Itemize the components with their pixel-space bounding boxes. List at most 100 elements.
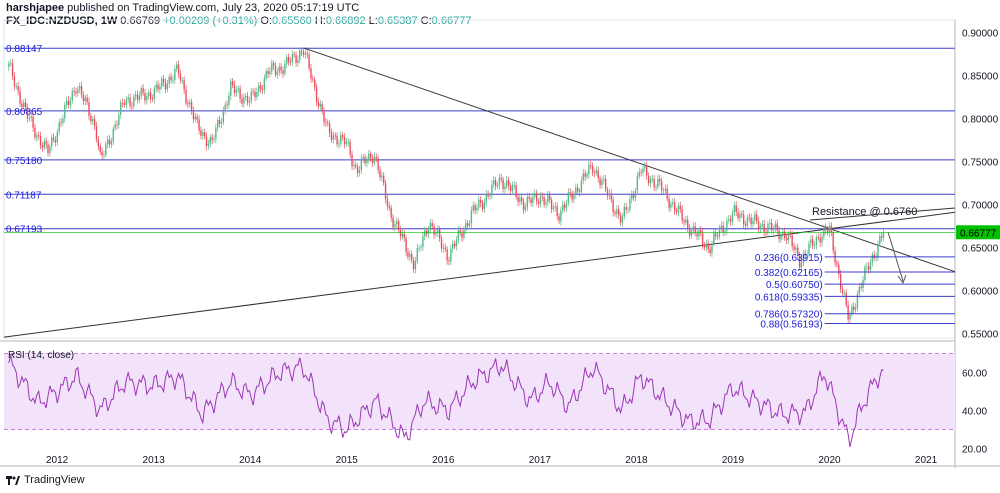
candle-body	[769, 223, 771, 225]
candle-body	[136, 94, 139, 100]
candle-body	[97, 139, 100, 147]
candle-body	[138, 95, 141, 100]
price-chart[interactable]: 0.88147 0.80865 0.75180 0.71187 0.67193 0.236…	[0, 0, 1000, 470]
candle-body	[845, 292, 847, 305]
candle-body	[468, 223, 471, 226]
candle-body	[716, 235, 719, 237]
fib-label: 0.382(0.62165)	[755, 268, 823, 279]
candle-body	[237, 88, 239, 91]
candle-body	[595, 170, 598, 174]
candle-body	[438, 229, 441, 239]
candle-body	[813, 245, 816, 247]
candle-body	[362, 157, 364, 159]
candle-body	[696, 233, 698, 237]
candle-body	[103, 154, 105, 156]
price-tick-label: 0.55000	[962, 330, 999, 341]
candle-body	[800, 262, 803, 268]
candle-body	[659, 178, 661, 182]
price-tick-label: 0.90000	[962, 28, 999, 39]
candle-body	[603, 178, 605, 181]
candle-body	[325, 122, 327, 124]
candle-body	[252, 91, 254, 93]
tradingview-brand[interactable]: TradingView	[24, 474, 85, 486]
candle-body	[601, 180, 603, 186]
candle-body	[418, 247, 420, 249]
candle-body	[379, 170, 381, 178]
candle-body	[733, 205, 736, 213]
candle-body	[366, 160, 368, 164]
candle-body	[485, 193, 487, 203]
candle-body	[629, 199, 631, 210]
publisher-line: harshjapee published on TradingView.com,…	[6, 2, 471, 15]
candle-body	[355, 165, 357, 167]
candle-body	[123, 103, 126, 105]
candle-body	[446, 249, 448, 261]
candle-body	[43, 141, 45, 148]
candle-body	[590, 164, 592, 166]
candle-body	[810, 239, 812, 244]
candle-body	[129, 97, 131, 106]
time-tick-label: 2020	[818, 455, 841, 466]
candle-body	[752, 220, 754, 225]
open-value: 0.65560	[272, 15, 312, 27]
candle-body	[649, 179, 652, 184]
candle-body	[489, 195, 491, 197]
candle-body	[105, 144, 107, 155]
candle-body	[360, 158, 363, 171]
candle-body	[636, 176, 639, 191]
candle-body	[632, 194, 635, 198]
candle-body	[452, 243, 454, 249]
candle-body	[8, 63, 10, 67]
candle-body	[644, 165, 646, 169]
candle-body	[591, 165, 594, 173]
candle-body	[424, 230, 426, 237]
candle-body	[88, 102, 90, 117]
candle-body	[127, 97, 129, 100]
time-tick-label: 2019	[722, 455, 745, 466]
candle-body	[826, 230, 829, 233]
candle-body	[340, 135, 342, 144]
candle-body	[496, 185, 499, 187]
candle-body	[685, 219, 687, 223]
publisher-name[interactable]: harshjapee	[6, 2, 65, 14]
candle-body	[198, 119, 200, 131]
candle-body	[673, 202, 676, 211]
candle-body	[278, 66, 280, 73]
candle-body	[84, 97, 86, 101]
candle-body	[39, 135, 42, 146]
candle-body	[700, 230, 702, 234]
candle-body	[828, 225, 831, 233]
low-value: 0.65387	[377, 15, 418, 27]
candle-body	[882, 231, 885, 238]
candle-body	[453, 243, 456, 247]
candle-body	[556, 206, 558, 216]
candle-body	[616, 209, 618, 214]
candle-body	[52, 137, 55, 141]
candle-body	[662, 190, 665, 192]
candle-body	[843, 292, 846, 294]
candle-body	[218, 119, 221, 124]
candle-body	[515, 185, 517, 197]
candle-body	[634, 190, 637, 198]
candle-body	[875, 256, 877, 258]
candle-body	[220, 122, 223, 124]
candle-body	[373, 156, 376, 163]
candle-body	[205, 136, 208, 147]
candle-body	[847, 304, 849, 320]
candle-body	[735, 205, 737, 212]
candle-body	[276, 72, 279, 75]
candle-body	[181, 80, 183, 81]
candle-body	[369, 153, 372, 159]
candle-body	[233, 85, 236, 93]
candle-body	[478, 199, 480, 208]
candle-body	[314, 79, 316, 88]
candle-body	[358, 170, 361, 174]
candle-body	[149, 92, 152, 99]
candle-body	[472, 205, 474, 211]
candle-body	[838, 264, 840, 275]
candle-body	[47, 144, 49, 153]
candle-body	[258, 85, 260, 92]
candle-body	[274, 65, 277, 75]
candle-body	[30, 116, 32, 119]
symbol-line: FX_IDC:NZDUSD, 1W 0.66769 +0.00209 (+0.3…	[6, 15, 471, 28]
